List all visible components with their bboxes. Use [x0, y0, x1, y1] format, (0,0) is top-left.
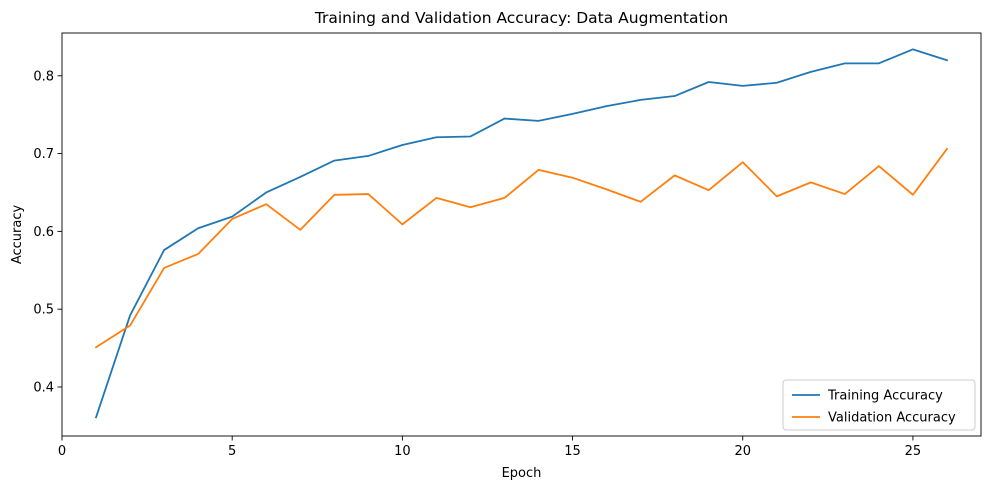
plot-frame: [61, 32, 982, 437]
series-line-validation: [94, 147, 949, 349]
y-tick-label: 0.7: [33, 147, 54, 162]
legend-label-training: Training Accuracy: [827, 389, 943, 404]
legend-box: [782, 379, 976, 431]
y-tick-label: 0.4: [33, 380, 54, 395]
y-tick-label: 0.6: [33, 225, 54, 240]
y-tick-label: 0.8: [33, 69, 54, 84]
chart-title: Training and Validation Accuracy: Data A…: [314, 9, 728, 27]
x-tick-label: 10: [394, 444, 411, 459]
x-tick-label: 20: [734, 444, 751, 459]
y-tick-label: 0.5: [33, 303, 54, 318]
x-tick-label: 5: [228, 444, 236, 459]
legend-label-validation: Validation Accuracy: [828, 411, 956, 426]
x-axis-label: Epoch: [502, 466, 542, 481]
x-tick-label: 25: [905, 444, 922, 459]
series-line-training: [94, 48, 949, 419]
y-axis-label: Accuracy: [10, 205, 25, 265]
x-tick-label: 0: [58, 444, 66, 459]
x-tick-label: 15: [564, 444, 581, 459]
